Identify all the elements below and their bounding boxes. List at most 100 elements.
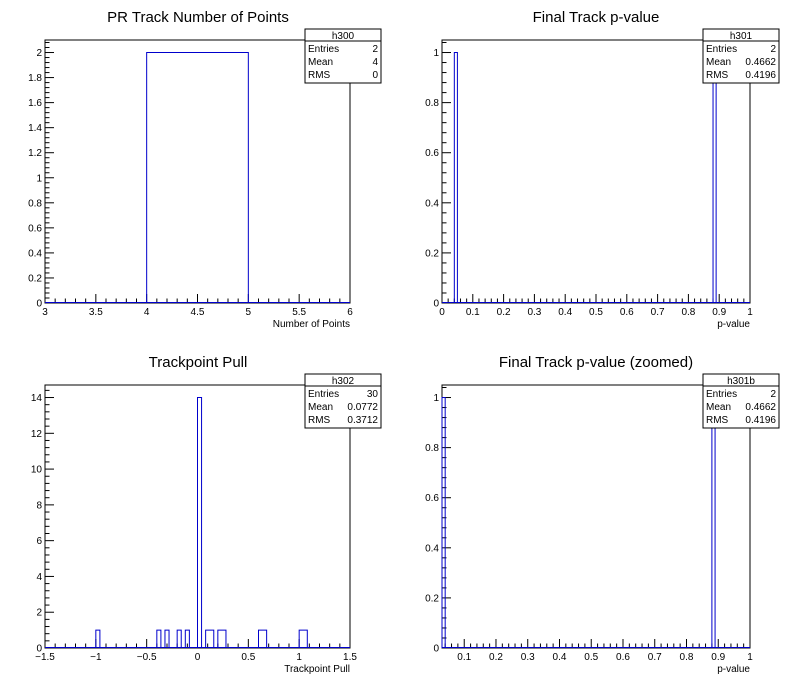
x-tick-label: 5.5 xyxy=(292,307,306,318)
x-tick-label: 0.6 xyxy=(620,307,634,318)
histogram-bin xyxy=(712,52,717,303)
chart-title: Trackpoint Pull xyxy=(149,354,248,371)
x-tick-label: 1 xyxy=(296,652,302,663)
y-tick-label: 0.8 xyxy=(425,98,439,109)
x-tick-label: −1.5 xyxy=(35,652,55,663)
chart-panel-3: Trackpoint Pull−1.5 −1 −0.5 0 0.5 1 1.5Trackpo… xyxy=(31,354,382,675)
chart-panel-1: PR Track Number of Points 3 3.5 4 4.5 5 5.5 6Nu… xyxy=(28,9,382,330)
histogram-bin xyxy=(176,629,182,648)
y-tick-label: 0 xyxy=(433,299,439,310)
histogram-bin xyxy=(164,629,170,648)
histogram-bin xyxy=(441,397,446,648)
x-tick-label: 3.5 xyxy=(89,307,103,318)
y-tick-label: 1.6 xyxy=(28,98,42,109)
histogram-bin xyxy=(711,397,716,648)
histogram-bin xyxy=(453,52,458,303)
histogram-bin xyxy=(184,629,190,648)
stats-box: h300 Entries 2 Mean 4 RMS 0 xyxy=(304,28,382,84)
histogram-bin xyxy=(146,52,249,303)
stats-label: Entries xyxy=(706,389,737,400)
stats-label: RMS xyxy=(308,415,331,426)
x-tick-label: 0.2 xyxy=(497,307,511,318)
stats-box: h302 Entries 30 Mean 0.0772 RMS 0.3712 xyxy=(304,373,382,429)
stats-box-name: h301b xyxy=(727,376,755,387)
y-tick-label: 0.2 xyxy=(28,273,42,284)
y-tick-label: 0.8 xyxy=(28,198,42,209)
stats-label: Entries xyxy=(308,44,339,55)
x-tick-label: 0.2 xyxy=(489,652,503,663)
x-tick-label: −0.5 xyxy=(137,652,157,663)
stats-box-frame xyxy=(702,373,780,429)
x-tick-label: 4 xyxy=(144,307,150,318)
y-tick-label: 1 xyxy=(433,48,439,59)
stats-value: 0.3712 xyxy=(347,415,378,426)
stats-label: RMS xyxy=(308,70,331,81)
y-tick-label: 1 xyxy=(36,173,42,184)
chart-title: Final Track p-value xyxy=(533,9,660,26)
y-tick-label: 12 xyxy=(31,429,43,440)
stats-box-frame xyxy=(304,373,382,429)
y-tick-label: 0.2 xyxy=(425,248,439,259)
stats-box-name: h300 xyxy=(332,31,355,42)
x-axis-label: Number of Points xyxy=(273,319,350,330)
plot-frame xyxy=(44,39,351,304)
x-tick-label: −1 xyxy=(90,652,102,663)
chart-panel-2: Final Track p-value 0 0.1 0.2 0.3 0.4 0.5 0.6 0.… xyxy=(425,9,780,330)
x-tick-label: 0.3 xyxy=(527,307,541,318)
x-tick-label: 1 xyxy=(747,652,753,663)
stats-box: h301b Entries 2 Mean 0.4662 RMS 0.4196 xyxy=(702,373,780,429)
stats-value: 2 xyxy=(770,389,776,400)
chart-title: Final Track p-value (zoomed) xyxy=(499,354,693,371)
stats-label: RMS xyxy=(706,415,729,426)
x-axis-label: Trackpoint Pull xyxy=(284,664,350,675)
y-tick-label: 0.6 xyxy=(28,223,42,234)
x-tick-label: 1.5 xyxy=(343,652,357,663)
x-axis-label: p-value xyxy=(717,319,750,330)
histogram-bin xyxy=(156,629,162,648)
x-tick-label: 0.5 xyxy=(241,652,255,663)
y-tick-label: 0.4 xyxy=(28,248,42,259)
x-tick-label: 0.3 xyxy=(521,652,535,663)
stats-box-frame xyxy=(304,28,382,84)
y-tick-label: 1.2 xyxy=(28,148,42,159)
y-tick-label: 0 xyxy=(433,644,439,655)
histogram-bin xyxy=(95,629,101,648)
stats-value: 2 xyxy=(372,44,378,55)
x-tick-label: 0.1 xyxy=(457,652,471,663)
y-tick-label: 1.4 xyxy=(28,123,42,134)
histogram-bin xyxy=(217,629,227,648)
stats-box-name: h302 xyxy=(332,376,355,387)
x-tick-label: 5 xyxy=(246,307,252,318)
histogram-bin xyxy=(205,629,215,648)
x-tick-label: 1 xyxy=(747,307,753,318)
histogram-bin xyxy=(197,397,203,648)
x-tick-label: 0.6 xyxy=(616,652,630,663)
y-tick-label: 1 xyxy=(433,393,439,404)
x-tick-label: 0.7 xyxy=(651,307,665,318)
stats-label: Entries xyxy=(706,44,737,55)
y-tick-label: 8 xyxy=(36,500,42,511)
y-tick-label: 1.8 xyxy=(28,73,42,84)
stats-label: Mean xyxy=(308,402,333,413)
stats-value: 0.4662 xyxy=(745,402,776,413)
x-tick-label: 0.7 xyxy=(648,652,662,663)
x-tick-label: 3 xyxy=(42,307,48,318)
y-tick-label: 0 xyxy=(36,644,42,655)
x-tick-label: 0.4 xyxy=(553,652,567,663)
x-tick-label: 0.5 xyxy=(584,652,598,663)
stats-value: 2 xyxy=(770,44,776,55)
x-tick-label: 0.9 xyxy=(711,652,725,663)
y-tick-label: 2 xyxy=(36,608,42,619)
x-tick-label: 0.8 xyxy=(681,307,695,318)
y-tick-label: 2 xyxy=(36,48,42,59)
y-tick-label: 0.6 xyxy=(425,148,439,159)
stats-label: Entries xyxy=(308,389,339,400)
histogram-bin xyxy=(298,629,308,648)
stats-box-frame xyxy=(702,28,780,84)
x-tick-label: 0 xyxy=(195,652,201,663)
y-tick-label: 0 xyxy=(36,299,42,310)
x-tick-label: 6 xyxy=(347,307,353,318)
stats-label: Mean xyxy=(706,57,731,68)
x-tick-label: 0 xyxy=(439,307,445,318)
